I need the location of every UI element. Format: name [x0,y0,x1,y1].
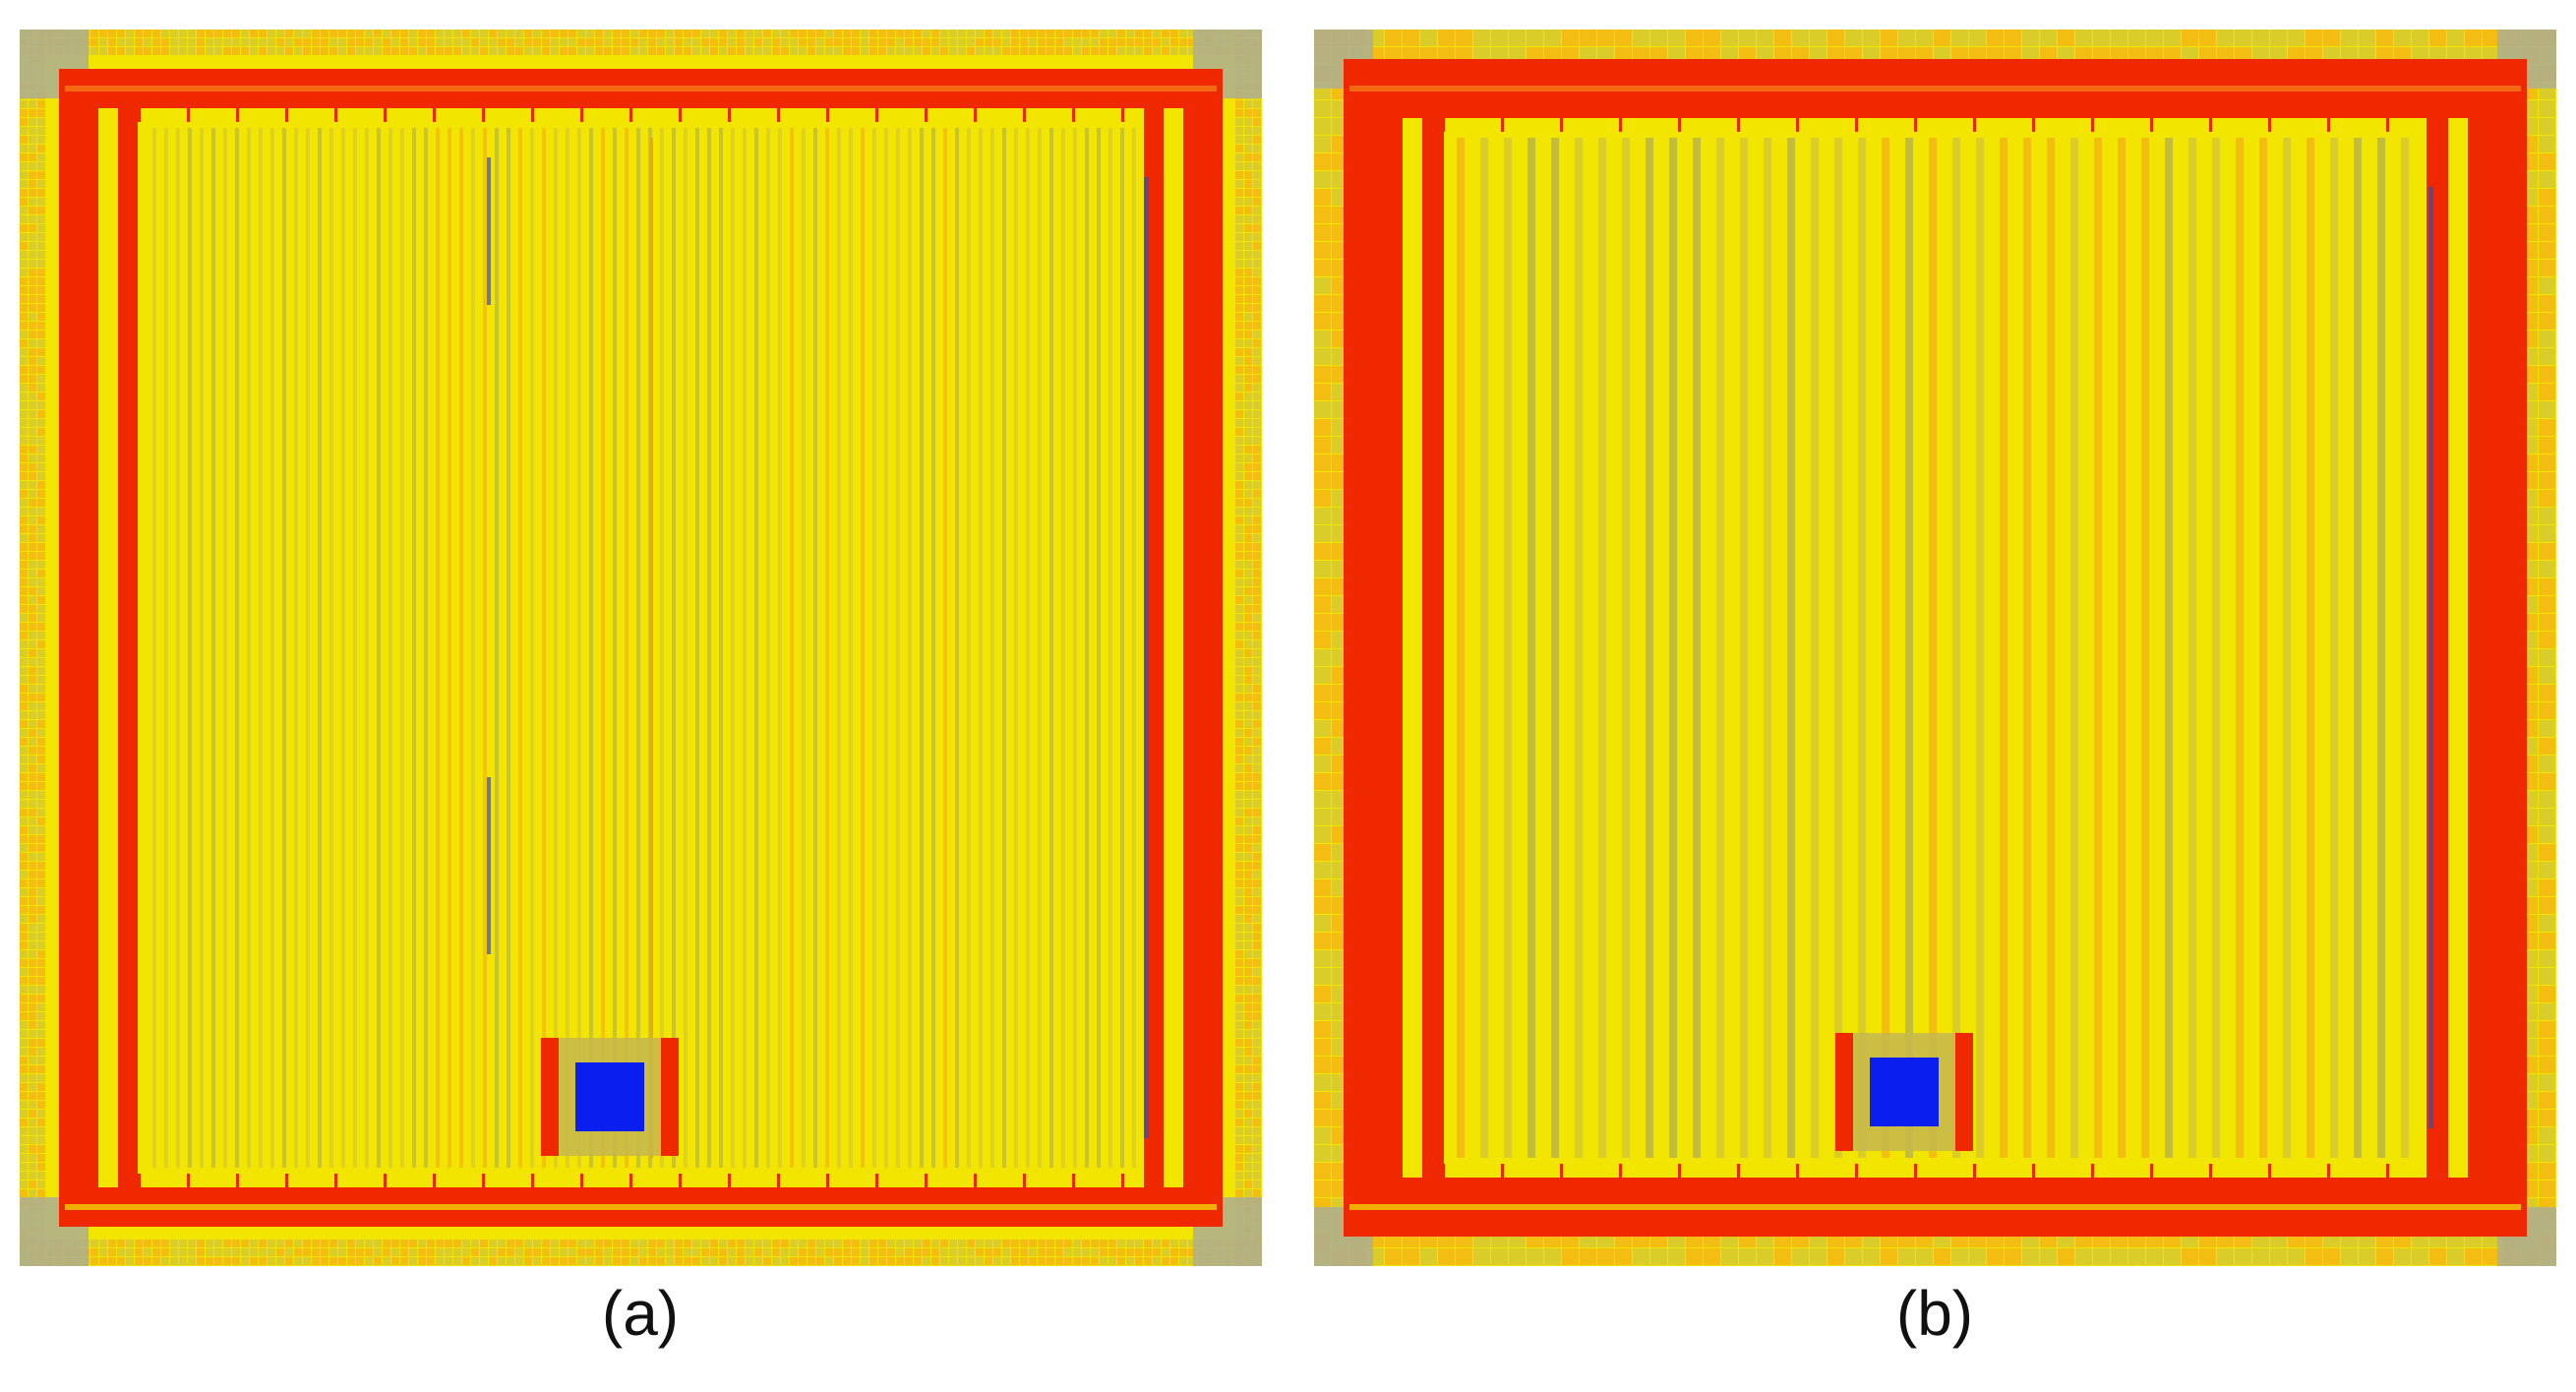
hotspot-bar-left [1835,1033,1853,1151]
ring-inner-line-top [1349,86,2521,91]
blue-stripe-short [487,777,491,954]
heatmap-panel-a [20,30,1262,1266]
ring-inner-line-top [65,86,1217,91]
caption-b: (b) [1895,1278,1974,1349]
blue-stripe [2428,187,2433,1128]
hotspot-bar-left [541,1038,559,1156]
ring-inner-line-bottom [65,1204,1217,1210]
hotspot-blue [575,1062,644,1131]
heatmap-image-b [1314,30,2556,1266]
hotspot-blue [1870,1058,1939,1126]
center-divider [650,138,653,1158]
blue-stripe [1144,177,1149,1138]
hotspot-bar-right [661,1038,679,1156]
hotspot-bar-right [1955,1033,1973,1151]
ring-right [1183,69,1223,1227]
caption-a: (a) [601,1278,680,1349]
heatmap-image-a [20,30,1262,1266]
inner-bar-left [1422,118,1444,1178]
blue-stripe-short [487,157,491,305]
heatmap-panel-b [1314,30,2556,1266]
ring-left [1344,59,1403,1237]
ring-left [59,69,98,1227]
ring-right [2468,59,2527,1237]
ring-inner-line-bottom [1349,1204,2521,1210]
inner-bar-left [118,108,138,1187]
